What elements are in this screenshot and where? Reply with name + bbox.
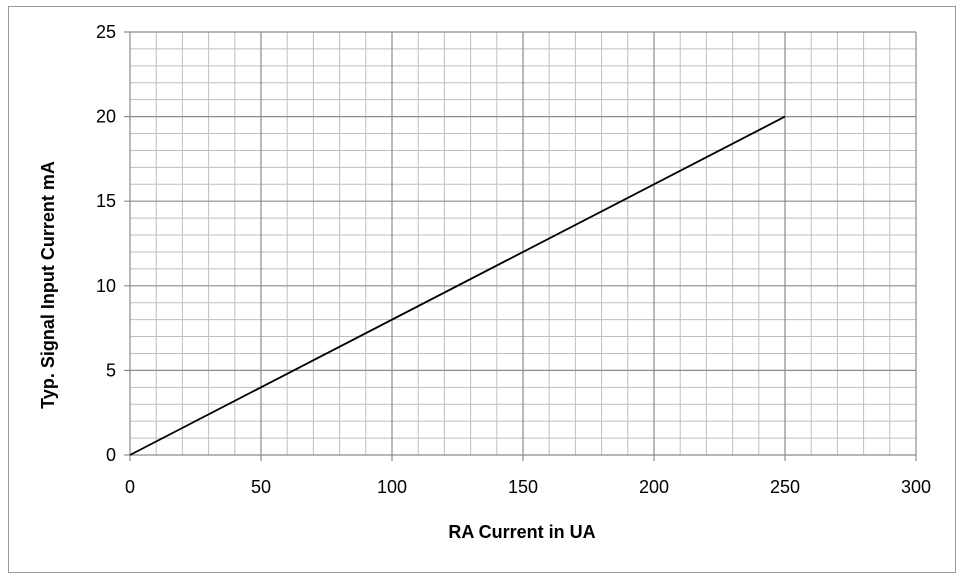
- x-tick-label: 0: [125, 477, 135, 497]
- y-tick-label: 25: [96, 22, 116, 42]
- x-tick-label: 150: [508, 477, 538, 497]
- y-tick-label: 5: [106, 360, 116, 380]
- x-tick-label: 250: [770, 477, 800, 497]
- y-tick-label: 0: [106, 445, 116, 465]
- chart-frame: [8, 6, 956, 573]
- x-tick-label: 100: [377, 477, 407, 497]
- y-axis-title: Typ. Signal Input Current mA: [38, 161, 58, 409]
- y-tick-label: 15: [96, 191, 116, 211]
- series-line-0: [129, 115, 786, 456]
- x-axis-title: RA Current in UA: [448, 522, 595, 542]
- x-tick-label: 300: [901, 477, 931, 497]
- y-tick-label: 20: [96, 107, 116, 127]
- x-tick-label: 50: [251, 477, 271, 497]
- y-tick-labels: 0 5 10 15 20 25: [96, 22, 116, 465]
- x-tick-labels: 0 50 100 150 200 250 300: [125, 477, 931, 497]
- y-tick-label: 10: [96, 276, 116, 296]
- x-tick-label: 200: [639, 477, 669, 497]
- series-layer: [129, 115, 786, 456]
